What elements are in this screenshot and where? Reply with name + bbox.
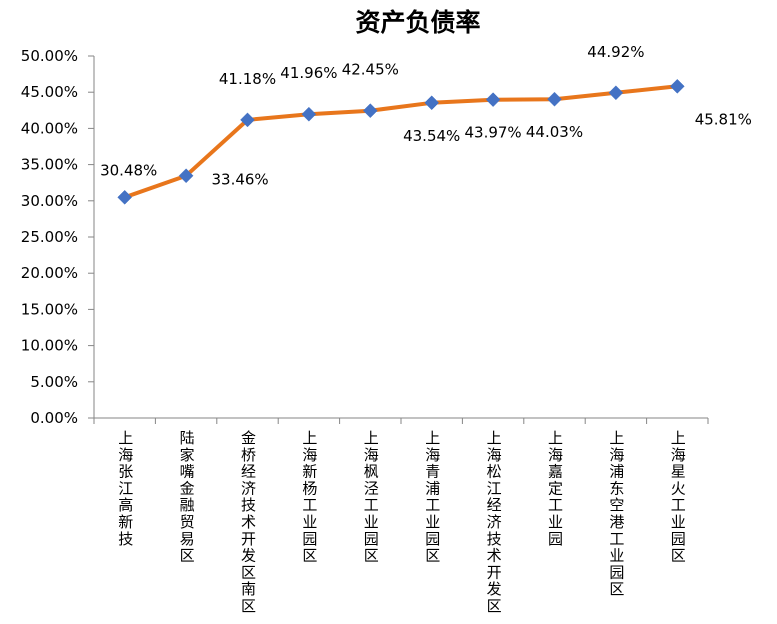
data-point-marker	[547, 91, 562, 107]
data-point-marker	[669, 78, 685, 94]
category-label: 上海嘉定工业园	[548, 429, 563, 548]
data-label: 43.54%	[403, 127, 460, 145]
series-line	[124, 84, 678, 200]
y-tick-label: 35.00%	[21, 156, 78, 174]
y-tick-label: 15.00%	[21, 300, 78, 318]
y-tick-label: 20.00%	[21, 264, 78, 282]
category-label: 上海枫泾工业园区	[364, 429, 379, 565]
y-tick-label: 10.00%	[21, 337, 78, 355]
y-tick-label: 40.00%	[21, 119, 78, 137]
category-label: 上海松江经济技术开发区	[487, 429, 502, 615]
data-point-marker	[424, 95, 440, 111]
data-point-marker	[240, 112, 255, 128]
y-tick-label: 50.00%	[21, 47, 78, 65]
category-labels: 上海张江高新技 陆家嘴金融贸易区 金桥经济技术开发区南区 上海新杨工业园区 上海枫泾工业…	[118, 429, 686, 615]
data-point-marker	[608, 85, 624, 101]
data-label: 41.96%	[280, 64, 337, 82]
category-label: 陆家嘴金融贸易区	[180, 429, 195, 565]
data-point-marker	[301, 106, 317, 122]
category-label: 金桥经济技术开发区南区	[241, 429, 256, 615]
data-point-marker	[178, 168, 194, 184]
data-point-marker	[362, 103, 378, 119]
y-tick-label: 5.00%	[30, 373, 78, 391]
data-label: 42.45%	[342, 61, 399, 79]
category-label: 上海星火工业园区	[671, 429, 686, 565]
axes	[88, 55, 709, 424]
category-label: 上海新杨工业园区	[302, 429, 317, 565]
y-tick-labels: 0.00% 5.00% 10.00% 15.00% 20.00% 25.00% 30.00%…	[21, 47, 78, 427]
data-point-marker	[485, 92, 501, 108]
data-label: 45.81%	[695, 110, 752, 128]
data-label: 41.18%	[219, 70, 276, 88]
y-tick-label: 0.00%	[30, 409, 78, 427]
series-markers	[117, 78, 685, 205]
series-line-layer	[124, 84, 678, 200]
data-label: 44.03%	[526, 123, 583, 141]
data-label: 44.92%	[587, 43, 644, 61]
data-label: 43.97%	[464, 124, 521, 142]
data-label: 33.46%	[211, 171, 268, 189]
y-tick-label: 25.00%	[21, 228, 78, 246]
data-point-marker	[117, 189, 133, 205]
y-tick-label: 45.00%	[21, 83, 78, 101]
y-tick-label: 30.00%	[21, 192, 78, 210]
category-label: 上海青浦工业园区	[425, 429, 440, 565]
category-label: 上海张江高新技	[118, 429, 133, 548]
chart-title: 资产负债率	[355, 8, 480, 37]
category-label: 上海浦东空港工业园区	[609, 429, 624, 598]
data-labels: 30.48% 33.46% 41.18% 41.96% 42.45% 43.54% 43.9…	[100, 43, 752, 189]
data-label: 30.48%	[100, 161, 157, 179]
